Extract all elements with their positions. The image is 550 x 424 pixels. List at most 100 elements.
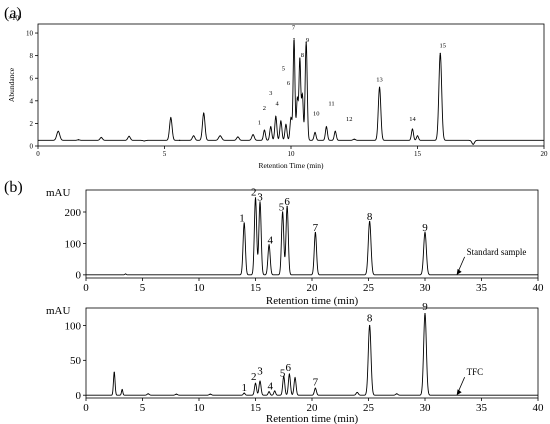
peak-apex: [282, 211, 284, 213]
x-tick-label: 5: [140, 402, 146, 414]
peak-apex: [369, 220, 371, 223]
panel-a-label: (a): [4, 5, 22, 22]
x-tick-label: 10: [288, 150, 296, 158]
peak-apex: [179, 139, 181, 141]
peak-apex: [203, 112, 205, 114]
peak-apex: [334, 130, 336, 132]
peak-apex: [293, 38, 295, 40]
x-axis-title: Retention time (min): [266, 295, 359, 307]
x-tick-label: 20: [307, 282, 319, 294]
peak-label: 14: [409, 116, 416, 123]
x-tick-label: 25: [363, 402, 375, 414]
peak-label: 9: [422, 301, 428, 313]
peak-apex: [254, 197, 257, 199]
peak-label: 2: [251, 187, 257, 199]
peak-apex: [121, 389, 123, 391]
chromatogram-trace: [86, 313, 538, 396]
peak-apex: [192, 135, 195, 137]
peak-apex: [396, 393, 398, 395]
x-tick-label: 0: [83, 402, 89, 414]
y-tick-label: 10: [26, 29, 34, 37]
y-tick-label: 100: [65, 320, 82, 332]
y-scale-note: ×10⁶: [8, 14, 22, 22]
panel-b-label: (b): [4, 179, 23, 196]
peak-label: 3: [257, 365, 263, 377]
peak-apex: [252, 134, 254, 136]
x-tick-label: 15: [250, 402, 262, 414]
x-tick-label: 25: [363, 282, 375, 294]
peak-apex: [124, 273, 127, 275]
peak-apex: [143, 140, 145, 142]
peak-apex: [147, 393, 149, 395]
peak-label: 1: [239, 212, 245, 224]
x-tick-label: 35: [476, 402, 488, 414]
x-tick-label: 0: [36, 150, 40, 158]
peak-apex: [411, 128, 414, 130]
peak-apex: [100, 136, 102, 139]
peak-label: 3: [269, 90, 272, 97]
peak-apex: [325, 126, 328, 128]
peak-label: 12: [346, 116, 353, 123]
peak-apex: [353, 138, 355, 140]
x-tick-label: 5: [163, 150, 167, 158]
peak-apex: [472, 143, 474, 145]
peak-apex: [57, 130, 59, 132]
x-axis-title: Retention time (min): [266, 413, 359, 424]
peak-label: 2: [263, 105, 266, 112]
peak-label: 5: [282, 65, 285, 72]
peak-apex: [294, 377, 296, 379]
peak-apex: [288, 373, 290, 375]
peak-label: 4: [275, 100, 279, 107]
x-tick-label: 35: [476, 282, 488, 294]
peak-apex: [305, 41, 307, 43]
peak-apex: [424, 231, 426, 234]
x-axis-title: Retention Time (min): [258, 161, 324, 170]
peak-label: 2: [251, 371, 257, 383]
peak-apex: [113, 371, 115, 373]
y-tick-label: 2: [30, 120, 34, 128]
peak-apex: [209, 393, 211, 395]
peak-label: 10: [313, 111, 320, 118]
sample-annotation: TFC: [467, 367, 484, 377]
chromatogram-trace: [38, 39, 544, 145]
peak-label: 4: [267, 381, 273, 393]
y-axis-title: Abundance: [7, 67, 16, 102]
peak-apex: [259, 380, 261, 382]
peak-apex: [283, 375, 285, 377]
peak-label: 11: [328, 100, 334, 107]
peak-apex: [237, 136, 239, 138]
peak-apex: [290, 117, 292, 119]
x-tick-label: 20: [541, 150, 549, 158]
peak-label: 8: [301, 52, 304, 59]
x-tick-label: 20: [307, 402, 319, 414]
sample-annotation: Standard sample: [467, 247, 527, 257]
y-tick-label: 6: [30, 75, 34, 83]
arrow-head-icon: [456, 268, 462, 275]
peak-apex: [285, 123, 287, 126]
peak-apex: [263, 129, 266, 131]
peak-label: 15: [440, 43, 447, 50]
x-tick-label: 15: [414, 150, 422, 158]
peak-label: 9: [306, 37, 309, 44]
y-tick-label: 50: [70, 355, 82, 367]
peak-apex: [270, 126, 272, 128]
peak-apex: [77, 139, 80, 141]
peak-apex: [296, 97, 298, 100]
peak-label: 6: [286, 362, 292, 374]
peak-apex: [356, 391, 358, 394]
peak-apex: [268, 391, 270, 393]
peak-apex: [299, 58, 301, 60]
y-axis-title: mAU: [46, 305, 71, 317]
y-axis-title: mAU: [46, 187, 71, 199]
peak-apex: [275, 116, 277, 118]
x-tick-label: 10: [194, 282, 206, 294]
chromatogram-trace: [86, 197, 538, 276]
peak-apex: [254, 382, 257, 384]
peak-label: 6: [287, 80, 291, 87]
peak-apex: [268, 244, 270, 246]
arrow-head-icon: [456, 389, 462, 396]
peak-apex: [314, 131, 316, 134]
gcms-chromatogram: 0 5 10 15 200246810123456789101112131415Rete…: [7, 14, 548, 170]
